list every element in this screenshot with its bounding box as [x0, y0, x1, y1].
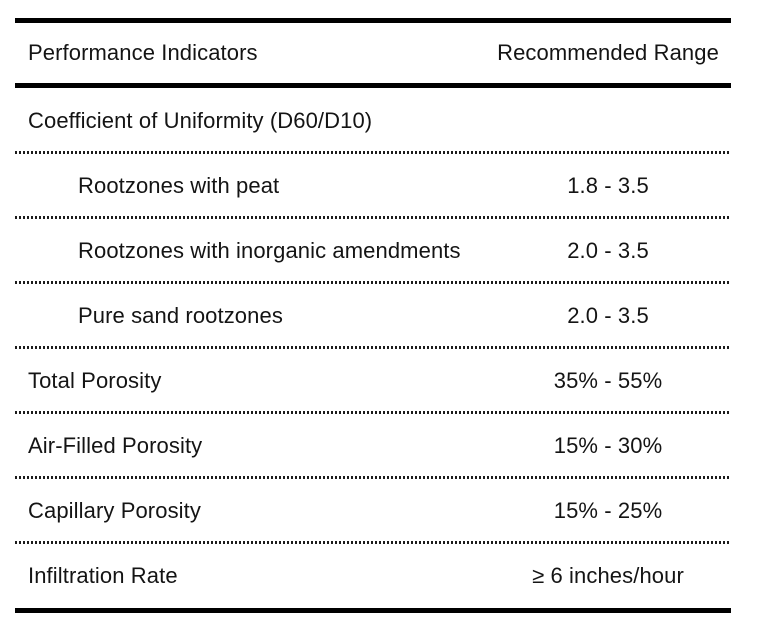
table-row-air-filled-porosity: Air-Filled Porosity 15% - 30% [15, 413, 731, 479]
row-value: 15% - 25% [553, 497, 663, 523]
row-value: 2.0 - 3.5 [567, 302, 649, 328]
table-row-rootzones-inorganic-amendments: Rootzones with inorganic amendments 2.0 … [15, 218, 731, 284]
column-header-recommended-range: Recommended Range [497, 40, 719, 65]
row-label: Pure sand rootzones [78, 302, 283, 328]
table-row-capillary-porosity: Capillary Porosity 15% - 25% [15, 478, 731, 544]
row-value: 35% - 55% [553, 367, 663, 393]
row-label: Rootzones with peat [78, 172, 280, 198]
row-label: Rootzones with inorganic amendments [78, 237, 461, 263]
table-row-total-porosity: Total Porosity 35% - 55% [15, 348, 731, 414]
table-row-infiltration-rate: Infiltration Rate ≥ 6 inches/hour [15, 543, 731, 608]
table-row-rootzones-with-peat: Rootzones with peat 1.8 - 3.5 [15, 153, 731, 219]
row-value: 2.0 - 3.5 [567, 237, 649, 263]
row-label: Capillary Porosity [28, 497, 201, 523]
row-label: Coefficient of Uniformity (D60/D10) [28, 107, 373, 133]
column-header-performance-indicators: Performance Indicators [28, 40, 258, 65]
performance-table: Performance Indicators Recommended Range… [15, 18, 731, 613]
table-header-row: Performance Indicators Recommended Range [15, 23, 731, 88]
table-body: Coefficient of Uniformity (D60/D10) Root… [15, 88, 731, 608]
row-value: 1.8 - 3.5 [567, 172, 649, 198]
row-label: Air-Filled Porosity [28, 432, 203, 458]
row-label: Infiltration Rate [28, 562, 178, 588]
table-row-pure-sand-rootzones: Pure sand rootzones 2.0 - 3.5 [15, 283, 731, 349]
row-label: Total Porosity [28, 367, 162, 393]
table-row-coefficient-of-uniformity: Coefficient of Uniformity (D60/D10) [15, 88, 731, 154]
row-value: 15% - 30% [553, 432, 663, 458]
row-value: ≥ 6 inches/hour [532, 562, 684, 588]
